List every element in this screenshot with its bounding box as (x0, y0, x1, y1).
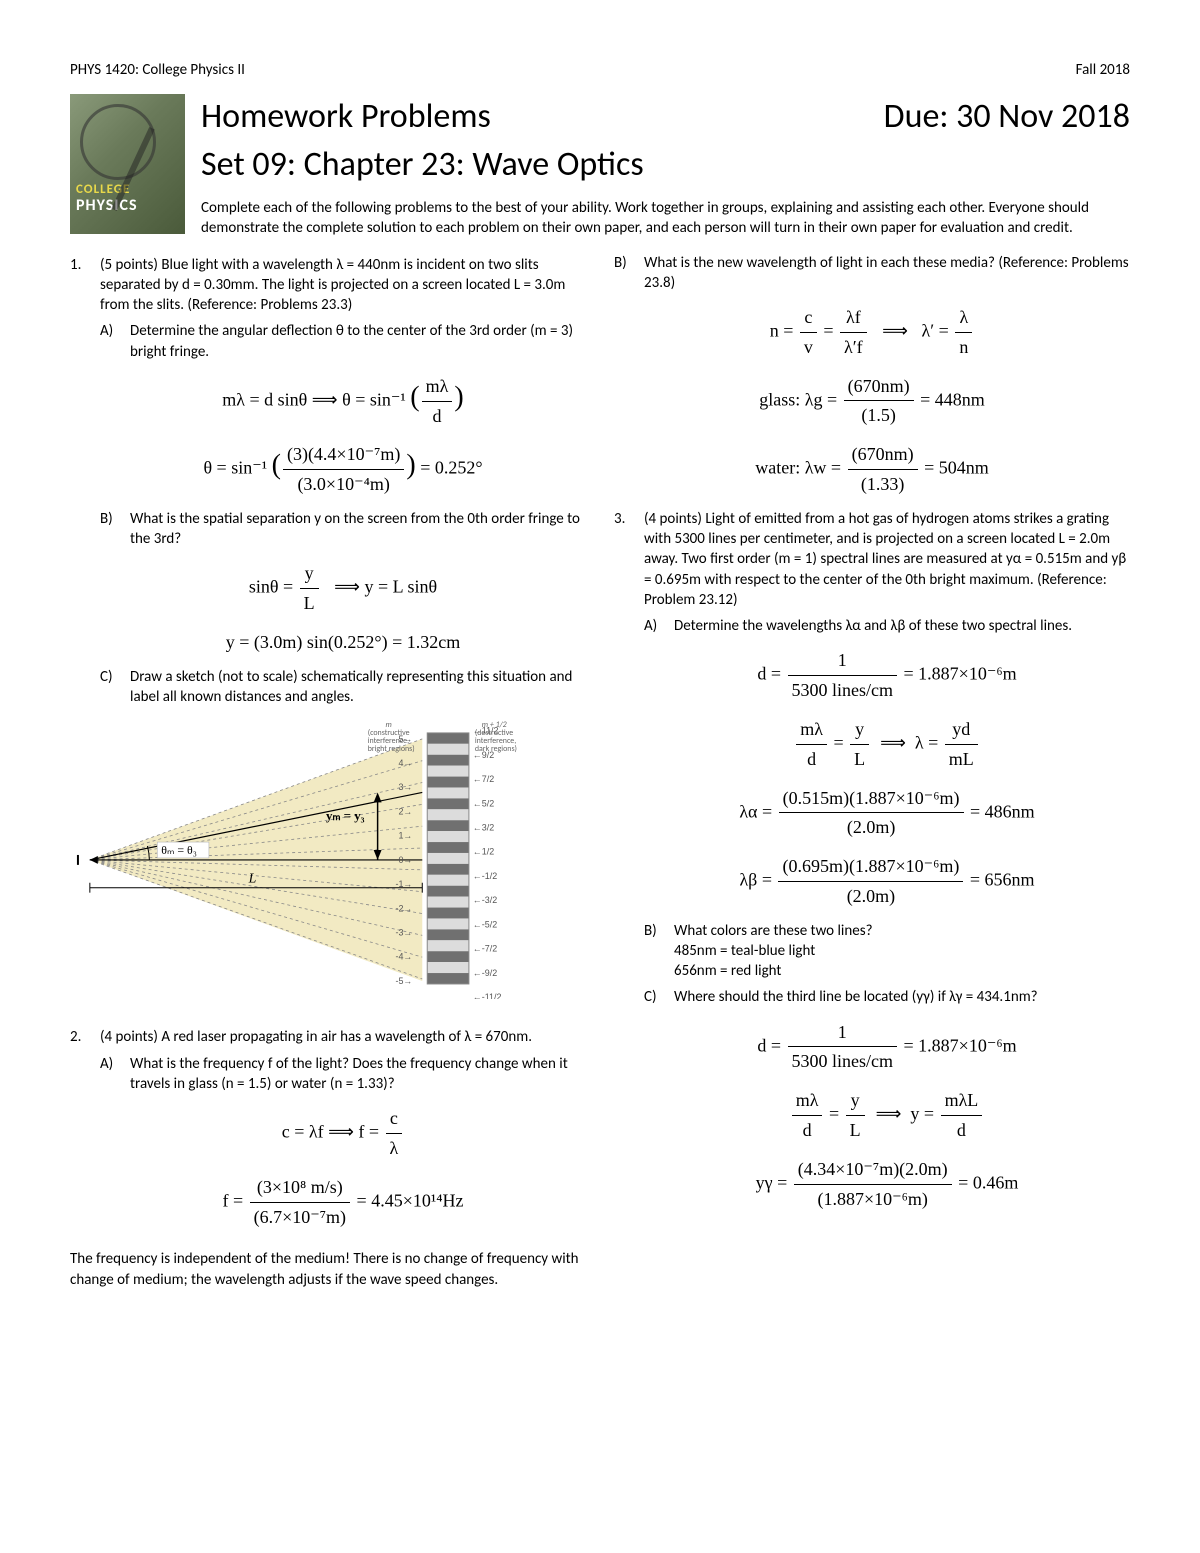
subtitle: Set 09: Chapter 23: Wave Optics (201, 142, 1130, 188)
p1-text: (5 points) Blue light with a wavelength … (100, 255, 586, 316)
course-code: PHYS 1420: College Physics II (70, 60, 245, 80)
page-header: PHYS 1420: College Physics II Fall 2018 (70, 60, 1130, 80)
p1C-text: Draw a sketch (not to scale) schematical… (130, 667, 586, 708)
p3A-text: Determine the wavelengths λα and λβ of t… (674, 616, 1130, 636)
svg-text:←7/2: ←7/2 (473, 774, 494, 784)
p3A-lb: λβ = (0.695m)(1.887×10⁻⁶m)(2.0m) = 656nm (644, 852, 1130, 911)
svg-text:4→: 4→ (398, 758, 412, 768)
double-slit-diagram: L θₘ = θ₃ yₘ = y₃ m (constructive interf… (70, 721, 586, 999)
svg-text:3→: 3→ (398, 783, 412, 793)
instructions: Complete each of the following problems … (201, 198, 1130, 239)
p1A-eq1: mλ = d sinθ ⟹ θ = sin⁻¹ (mλd) (100, 372, 586, 431)
svg-text:←9/2: ←9/2 (473, 750, 494, 760)
p3B-text: What colors are these two lines? (674, 921, 1130, 941)
main-title: Homework Problems (201, 94, 491, 140)
p3B-ans2: 656nm = red light (674, 961, 1130, 981)
p3A-rel: mλd = yL ⟹ λ = ydmL (644, 715, 1130, 774)
p2-text: (4 points) A red laser propagating in ai… (100, 1027, 586, 1047)
p3A-la: λα = (0.515m)(1.887×10⁻⁶m)(2.0m) = 486nm (644, 784, 1130, 843)
term: Fall 2018 (1076, 60, 1130, 80)
p2B-text: What is the new wavelength of light in e… (644, 253, 1130, 294)
p3C-d: d = 15300 lines/cm = 1.887×10⁻⁶m (644, 1018, 1130, 1077)
svg-text:-2→: -2→ (395, 904, 412, 914)
p2-note: The frequency is independent of the medi… (70, 1249, 586, 1290)
p1B-eq1: sinθ = yL ⟹ y = L sinθ (100, 559, 586, 618)
svg-text:θₘ = θ₃: θₘ = θ₃ (161, 843, 197, 857)
svg-text:←-1/2: ←-1/2 (473, 871, 497, 881)
svg-text:1→: 1→ (398, 831, 412, 841)
p3A-d: d = 15300 lines/cm = 1.887×10⁻⁶m (644, 646, 1130, 705)
problem-3: 3. (4 points) Light of emitted from a ho… (614, 509, 1130, 1224)
svg-text:←11/2: ←11/2 (473, 726, 499, 736)
svg-text:←1/2: ←1/2 (473, 847, 494, 857)
svg-text:-3→: -3→ (395, 928, 412, 938)
svg-text:L: L (248, 872, 257, 887)
svg-text:←-3/2: ←-3/2 (473, 896, 497, 906)
due-date: Due: 30 Nov 2018 (884, 94, 1130, 140)
p2A-eq1: c = λf ⟹ f = cλ (100, 1104, 586, 1163)
p3B-ans1: 485nm = teal-blue light (674, 941, 1130, 961)
p2A-eq2: f = (3×10⁸ m/s)(6.7×10⁻⁷m) = 4.45×10¹⁴Hz (100, 1173, 586, 1232)
svg-text:←-9/2: ←-9/2 (473, 968, 497, 978)
right-column: B) What is the new wavelength of light i… (614, 247, 1130, 1290)
svg-text:←-5/2: ←-5/2 (473, 920, 497, 930)
p1A-eq2: θ = sin⁻¹ ((3)(4.4×10⁻⁷m)(3.0×10⁻⁴m)) = … (100, 440, 586, 499)
p1B-eq2: y = (3.0m) sin(0.252°) = 1.32cm (100, 628, 586, 657)
svg-text:-1→: -1→ (395, 879, 412, 889)
svg-text:←3/2: ←3/2 (473, 823, 494, 833)
svg-text:←-7/2: ←-7/2 (473, 944, 497, 954)
p2B-water: water: λw = (670nm)(1.33) = 504nm (614, 440, 1130, 499)
left-column: 1. (5 points) Blue light with a waveleng… (70, 247, 586, 1290)
svg-text:-4→: -4→ (395, 952, 412, 962)
p2B-glass: glass: λg = (670nm)(1.5) = 448nm (614, 372, 1130, 431)
p2B-eq1: n = cv = λfλ′f ⟹ λ′ = λn (614, 303, 1130, 362)
svg-text:←-11/2: ←-11/2 (473, 992, 502, 999)
p3C-y: yγ = (4.34×10⁻⁷m)(2.0m)(1.887×10⁻⁶m) = 0… (644, 1155, 1130, 1214)
svg-text:2→: 2→ (398, 807, 412, 817)
svg-text:yₘ = y₃: yₘ = y₃ (326, 810, 365, 824)
p1B-text: What is the spatial separation y on the … (130, 509, 586, 550)
p3C-text: Where should the third line be located (… (674, 987, 1130, 1007)
svg-text:0→: 0→ (398, 855, 412, 865)
textbook-cover: COLLEGE PHYSICS (70, 94, 185, 234)
svg-text:←5/2: ←5/2 (473, 799, 494, 809)
p3-text: (4 points) Light of emitted from a hot g… (644, 509, 1130, 610)
svg-text:5→: 5→ (398, 734, 412, 744)
p1A-text: Determine the angular deflection θ to th… (130, 321, 586, 362)
svg-text:-5→: -5→ (395, 976, 412, 986)
problem-1: 1. (5 points) Blue light with a waveleng… (70, 255, 586, 708)
p3C-rel: mλd = yL ⟹ y = mλLd (644, 1086, 1130, 1145)
cover-label: COLLEGE PHYSICS (76, 181, 138, 216)
problem-2: 2. (4 points) A red laser propagating in… (70, 1027, 586, 1241)
p2A-text: What is the frequency f of the light? Do… (130, 1054, 586, 1095)
title-block: COLLEGE PHYSICS Homework Problems Due: 3… (70, 94, 1130, 238)
